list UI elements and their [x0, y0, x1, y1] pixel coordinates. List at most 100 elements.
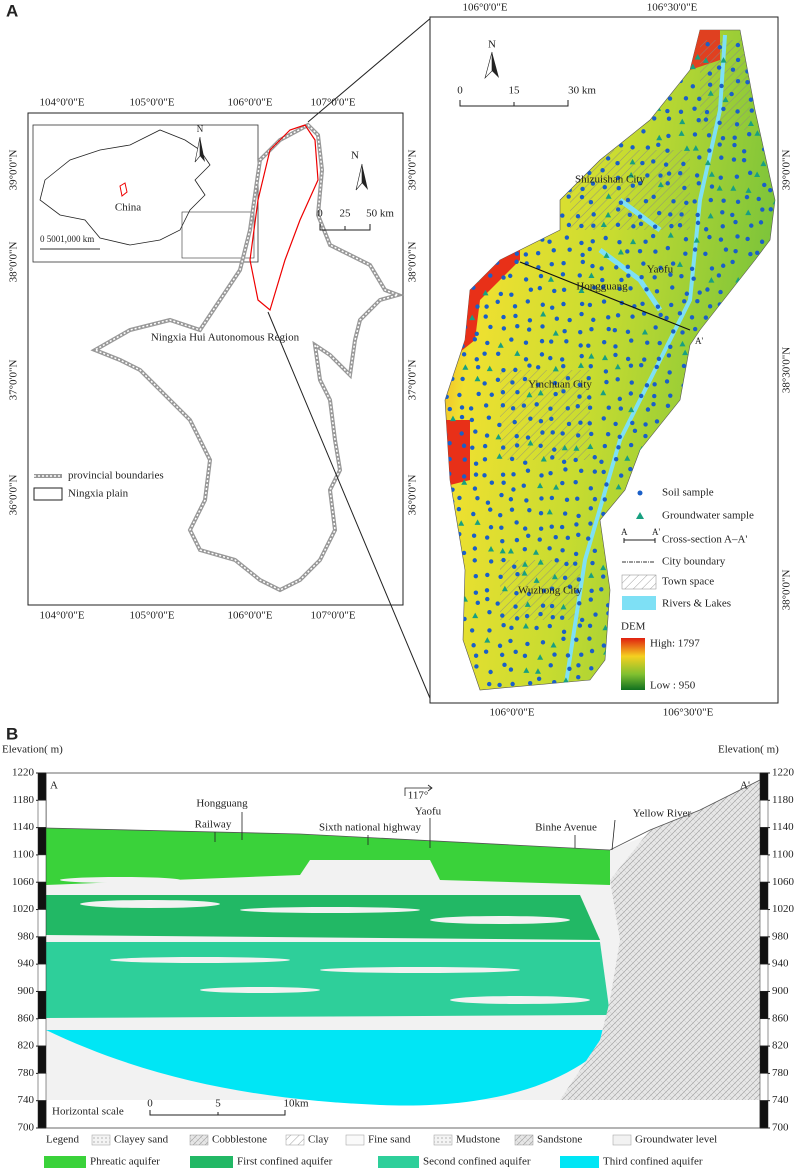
soil-sample	[447, 441, 452, 446]
soil-sample	[575, 589, 580, 594]
y-tick-label: 940	[772, 958, 789, 970]
groundwater-sample	[537, 559, 544, 565]
soil-sample	[668, 212, 673, 217]
soil-sample	[589, 327, 594, 332]
soil-sample	[652, 393, 657, 399]
groundwater-sample	[676, 261, 683, 267]
groundwater-sample	[689, 63, 696, 70]
scale-bar	[759, 1100, 769, 1129]
soil-sample	[547, 239, 552, 244]
soil-sample	[501, 367, 506, 373]
soil-sample	[741, 149, 747, 154]
soil-sample	[590, 263, 595, 269]
soil-sample	[525, 435, 531, 440]
soil-sample	[482, 351, 487, 356]
groundwater-sample	[523, 667, 530, 673]
soil-sample	[562, 329, 567, 334]
scale-label: 30 km	[568, 85, 596, 97]
soil-sample	[684, 291, 690, 296]
groundwater-sample	[745, 187, 752, 193]
soil-sample	[663, 162, 669, 167]
groundwater-sample	[488, 545, 495, 552]
soil-sample	[488, 507, 493, 512]
groundwater-sample	[683, 145, 690, 151]
soil-sample	[748, 251, 753, 257]
groundwater-sample	[495, 433, 502, 440]
soil-sample	[527, 507, 532, 513]
soil-sample	[474, 331, 479, 337]
groundwater-sample	[577, 362, 584, 368]
soil-sample	[573, 479, 578, 485]
groundwater-sample	[694, 53, 701, 60]
soil-sample	[586, 536, 591, 541]
soil-sample	[654, 364, 659, 370]
soil-sample	[697, 155, 702, 160]
place-label: Yinchuan City	[528, 379, 592, 391]
soil-sample	[666, 353, 672, 358]
soil-sample	[528, 416, 533, 421]
lat-label: 37°0'0"N	[407, 360, 419, 401]
groundwater-sample	[578, 287, 585, 294]
soil-sample	[704, 109, 710, 115]
soil-sample	[671, 199, 676, 204]
y-tick-label: 1180	[12, 794, 34, 806]
soil-sample	[513, 367, 518, 373]
soil-sample	[630, 183, 636, 188]
groundwater-sample	[628, 172, 635, 178]
legend-label: Soil sample	[662, 487, 714, 499]
groundwater-sample	[745, 209, 752, 216]
soil-sample	[513, 604, 518, 609]
soil-sample	[735, 234, 740, 239]
soil-sample	[515, 390, 520, 395]
soil-sample	[534, 402, 539, 407]
groundwater-sample	[754, 171, 761, 177]
soil-sample	[579, 301, 585, 307]
groundwater-sample	[678, 130, 685, 136]
soil-sample	[664, 379, 670, 384]
soil-sample	[601, 469, 606, 475]
soil-sample	[691, 276, 696, 281]
soil-sample	[560, 213, 565, 218]
soil-sample	[626, 273, 631, 278]
groundwater-sample	[708, 277, 715, 283]
soil-sample	[625, 197, 631, 203]
legend-swatch	[514, 1134, 534, 1146]
soil-sample	[745, 236, 750, 242]
soil-sample	[476, 391, 481, 397]
soil-sample	[692, 132, 698, 137]
groundwater-sample	[540, 455, 547, 462]
soil-sample	[457, 392, 462, 398]
soil-sample	[707, 71, 713, 76]
soil-sample	[679, 273, 684, 279]
soil-sample	[508, 638, 513, 644]
soil-sample	[630, 420, 635, 426]
cross-section: A A' Hongguang Railway Sixth national hi…	[45, 772, 761, 1129]
soil-sample	[720, 210, 725, 215]
soil-sample	[523, 460, 528, 465]
legend-swatch	[612, 1134, 632, 1146]
groundwater-sample	[497, 342, 504, 348]
soil-sample	[461, 550, 467, 556]
soil-sample	[577, 382, 582, 387]
soil-sample	[482, 457, 488, 462]
y-tick-label: 1100	[12, 848, 34, 860]
soil-sample	[564, 339, 569, 344]
soil-sample	[616, 445, 621, 450]
soil-sample	[689, 266, 695, 272]
soil-sample	[601, 416, 606, 421]
soil-sample	[577, 394, 582, 399]
soil-sample	[679, 212, 684, 217]
legend-swatch	[560, 1156, 599, 1168]
soil-sample	[575, 433, 581, 438]
scale-bar	[759, 1018, 769, 1047]
legend-swatch	[433, 1134, 453, 1146]
scale-bar	[759, 909, 769, 938]
dem-title: DEM	[621, 621, 646, 633]
soil-sample	[511, 487, 516, 492]
groundwater-sample	[605, 193, 612, 199]
soil-sample	[551, 248, 556, 253]
soil-sample	[497, 422, 502, 428]
soil-sample	[592, 496, 598, 502]
soil-sample	[638, 393, 644, 399]
soil-sample	[501, 275, 506, 280]
